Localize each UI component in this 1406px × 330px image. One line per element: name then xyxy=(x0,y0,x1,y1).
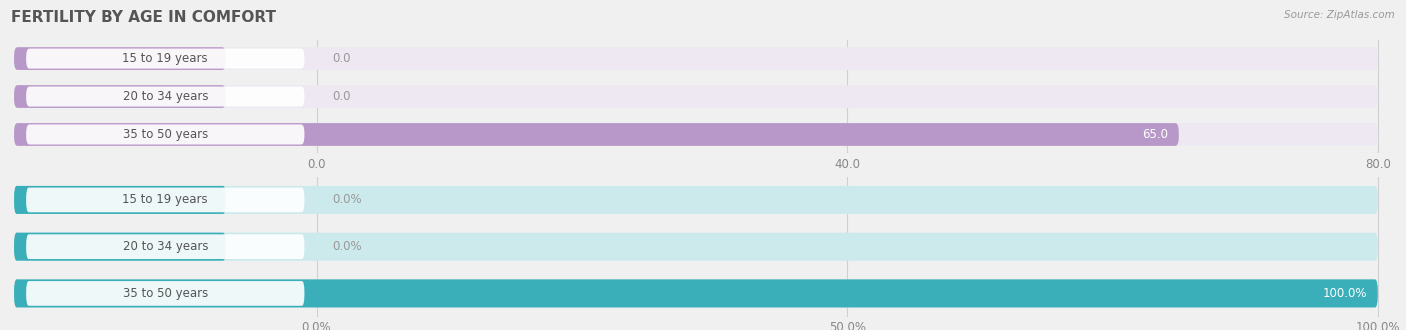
FancyBboxPatch shape xyxy=(14,233,226,261)
FancyBboxPatch shape xyxy=(14,186,226,214)
FancyBboxPatch shape xyxy=(14,123,1178,146)
Text: Source: ZipAtlas.com: Source: ZipAtlas.com xyxy=(1284,10,1395,20)
Text: 20 to 34 years: 20 to 34 years xyxy=(122,240,208,253)
FancyBboxPatch shape xyxy=(14,280,1378,308)
Text: 0.0: 0.0 xyxy=(332,52,352,65)
Text: 35 to 50 years: 35 to 50 years xyxy=(122,287,208,300)
FancyBboxPatch shape xyxy=(27,86,305,107)
Text: 35 to 50 years: 35 to 50 years xyxy=(122,128,208,141)
Text: 100.0%: 100.0% xyxy=(1323,287,1367,300)
FancyBboxPatch shape xyxy=(14,47,226,70)
FancyBboxPatch shape xyxy=(27,124,305,145)
Text: 0.0%: 0.0% xyxy=(332,240,363,253)
FancyBboxPatch shape xyxy=(14,85,226,108)
FancyBboxPatch shape xyxy=(27,281,305,306)
Text: 0.0%: 0.0% xyxy=(332,193,363,207)
Text: FERTILITY BY AGE IN COMFORT: FERTILITY BY AGE IN COMFORT xyxy=(11,10,276,25)
FancyBboxPatch shape xyxy=(27,49,305,69)
FancyBboxPatch shape xyxy=(14,280,1378,308)
FancyBboxPatch shape xyxy=(27,187,305,212)
FancyBboxPatch shape xyxy=(14,47,1378,70)
Text: 0.0: 0.0 xyxy=(332,90,352,103)
FancyBboxPatch shape xyxy=(14,233,1378,261)
FancyBboxPatch shape xyxy=(14,85,1378,108)
Text: 15 to 19 years: 15 to 19 years xyxy=(122,193,208,207)
Text: 15 to 19 years: 15 to 19 years xyxy=(122,52,208,65)
Text: 20 to 34 years: 20 to 34 years xyxy=(122,90,208,103)
FancyBboxPatch shape xyxy=(14,123,1378,146)
FancyBboxPatch shape xyxy=(27,234,305,259)
Text: 65.0: 65.0 xyxy=(1142,128,1168,141)
FancyBboxPatch shape xyxy=(14,186,1378,214)
